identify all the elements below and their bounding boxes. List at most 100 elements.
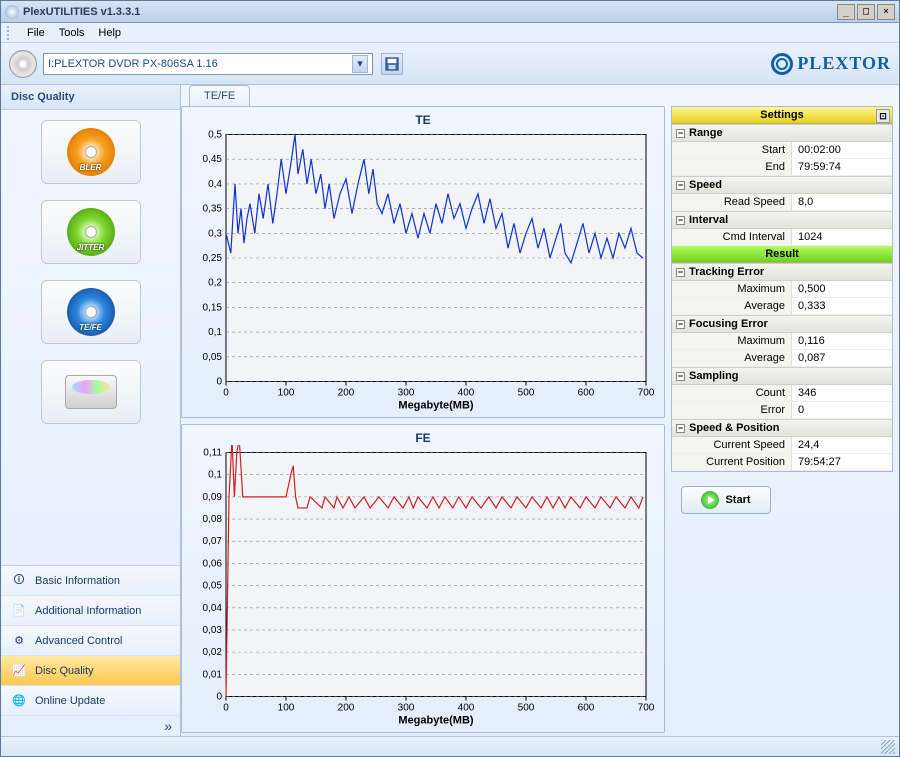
device-combo-text: I:PLEXTOR DVDR PX-806SA 1.16 [48, 58, 218, 70]
nav-online-update[interactable]: 🌐Online Update [1, 686, 180, 716]
chart-fe-plot: 00,010,020,030,040,050,060,070,080,090,1… [192, 445, 654, 728]
section-focusing[interactable]: −Focusing Error [672, 315, 892, 333]
disc-blue-icon: TE/FE [67, 288, 115, 336]
resize-grip-icon[interactable] [881, 740, 895, 754]
svg-text:200: 200 [338, 703, 355, 714]
titlebar[interactable]: PlexUTILITIES v1.3.3.1 _ □ × [1, 1, 899, 23]
tab-row: TE/FE [181, 85, 893, 106]
svg-text:600: 600 [578, 388, 595, 399]
svg-text:700: 700 [638, 388, 654, 399]
svg-text:0,06: 0,06 [203, 558, 223, 569]
menu-file[interactable]: File [27, 27, 45, 39]
section-sampling[interactable]: −Sampling [672, 367, 892, 385]
menu-tools[interactable]: Tools [59, 27, 85, 39]
range-start-value: 00:02:00 [792, 142, 892, 158]
svg-text:Megabyte(MB): Megabyte(MB) [398, 400, 474, 412]
current-speed-value: 24,4 [792, 437, 892, 453]
svg-text:Megabyte(MB): Megabyte(MB) [398, 715, 474, 727]
svg-text:100: 100 [278, 703, 295, 714]
results-panel: Settings⊡ −Range Start00:02:00 End79:59:… [671, 106, 893, 733]
maximize-button[interactable]: □ [857, 4, 875, 20]
svg-text:0,5: 0,5 [208, 130, 222, 141]
chart-te-plot: 00,050,10,150,20,250,30,350,40,450,50100… [192, 127, 654, 413]
device-combo[interactable]: I:PLEXTOR DVDR PX-806SA 1.16 ▾ [43, 53, 373, 75]
section-speed[interactable]: −Speed [672, 176, 892, 194]
svg-text:200: 200 [338, 388, 355, 399]
chart-fe: FE 00,010,020,030,040,050,060,070,080,09… [181, 424, 665, 733]
chart-fe-title: FE [192, 431, 654, 445]
svg-text:0,02: 0,02 [203, 647, 223, 658]
svg-text:400: 400 [458, 703, 475, 714]
svg-text:0,4: 0,4 [208, 179, 222, 190]
svg-text:0,3: 0,3 [208, 228, 222, 239]
nav-additional-information[interactable]: 📄Additional Information [1, 596, 180, 626]
result-header: Result [672, 246, 892, 263]
section-tracking[interactable]: −Tracking Error [672, 263, 892, 281]
svg-text:0: 0 [223, 388, 229, 399]
tracking-avg-value: 0,333 [792, 298, 892, 314]
focusing-max-value: 0,116 [792, 333, 892, 349]
svg-text:0,04: 0,04 [203, 603, 223, 614]
charts-column: TE 00,050,10,150,20,250,30,350,40,450,50… [181, 106, 665, 733]
app-icon [5, 5, 19, 19]
svg-text:600: 600 [578, 703, 595, 714]
tab-tefe[interactable]: TE/FE [189, 85, 250, 106]
svg-text:0,01: 0,01 [203, 669, 223, 680]
logo-text: PLEXTOR [797, 53, 891, 74]
svg-text:0,25: 0,25 [203, 253, 223, 264]
nav-advanced-control[interactable]: ⚙Advanced Control [1, 626, 180, 656]
start-button[interactable]: Start [681, 486, 771, 514]
drive-icon [65, 375, 117, 409]
section-interval[interactable]: −Interval [672, 211, 892, 229]
plus-info-icon: 📄 [9, 601, 29, 621]
sidebar-nav: 🛈Basic Information 📄Additional Informati… [1, 565, 180, 736]
sidebar: Disc Quality BLER JITTER TE/FE 🛈Basic In… [1, 85, 181, 736]
sidebar-icons: BLER JITTER TE/FE [1, 110, 180, 565]
brand-logo: PLEXTOR [771, 53, 891, 75]
jitter-button[interactable]: JITTER [41, 200, 141, 264]
read-speed-value: 8,0 [792, 194, 892, 210]
svg-text:0: 0 [216, 692, 222, 703]
chevron-down-icon[interactable]: ▾ [352, 55, 368, 73]
save-button[interactable] [381, 53, 403, 75]
section-speed-position[interactable]: −Speed & Position [672, 419, 892, 437]
range-end-value: 79:59:74 [792, 159, 892, 175]
svg-text:0,07: 0,07 [203, 536, 223, 547]
svg-text:300: 300 [398, 388, 415, 399]
disc-orange-icon: BLER [67, 128, 115, 176]
svg-text:0,03: 0,03 [203, 625, 223, 636]
close-button[interactable]: × [877, 4, 895, 20]
disc-green-icon: JITTER [67, 208, 115, 256]
info-icon: 🛈 [9, 571, 29, 591]
bler-button[interactable]: BLER [41, 120, 141, 184]
svg-text:0,09: 0,09 [203, 492, 223, 503]
current-position-value: 79:54:27 [792, 454, 892, 470]
svg-text:0,2: 0,2 [208, 278, 222, 289]
toolbar: I:PLEXTOR DVDR PX-806SA 1.16 ▾ PLEXTOR [1, 43, 899, 85]
svg-text:0,35: 0,35 [203, 204, 223, 215]
collapse-toggle[interactable]: » [1, 716, 180, 736]
chart-te: TE 00,050,10,150,20,250,30,350,40,450,50… [181, 106, 665, 418]
minimize-button[interactable]: _ [837, 4, 855, 20]
section-range[interactable]: −Range [672, 124, 892, 142]
nav-disc-quality[interactable]: 📈Disc Quality [1, 656, 180, 686]
main-window: PlexUTILITIES v1.3.3.1 _ □ × File Tools … [0, 0, 900, 757]
tefe-button[interactable]: TE/FE [41, 280, 141, 344]
main-panel: TE/FE TE 00,050,10,150,20,250,30,350,40,… [181, 85, 899, 736]
nav-basic-information[interactable]: 🛈Basic Information [1, 566, 180, 596]
svg-text:100: 100 [278, 388, 295, 399]
pulse-icon: 📈 [9, 661, 29, 681]
window-title: PlexUTILITIES v1.3.3.1 [23, 6, 837, 18]
gear-icon: ⚙ [9, 631, 29, 651]
pin-icon[interactable]: ⊡ [876, 109, 890, 123]
svg-text:0: 0 [216, 377, 222, 388]
menu-help[interactable]: Help [98, 27, 121, 39]
svg-text:0: 0 [223, 703, 229, 714]
settings-header: Settings⊡ [672, 107, 892, 124]
results-box: Settings⊡ −Range Start00:02:00 End79:59:… [671, 106, 893, 472]
body: Disc Quality BLER JITTER TE/FE 🛈Basic In… [1, 85, 899, 736]
svg-text:0,45: 0,45 [203, 154, 223, 165]
drive-button[interactable] [41, 360, 141, 424]
floppy-icon [385, 57, 399, 71]
cmd-interval-value: 1024 [792, 229, 892, 245]
